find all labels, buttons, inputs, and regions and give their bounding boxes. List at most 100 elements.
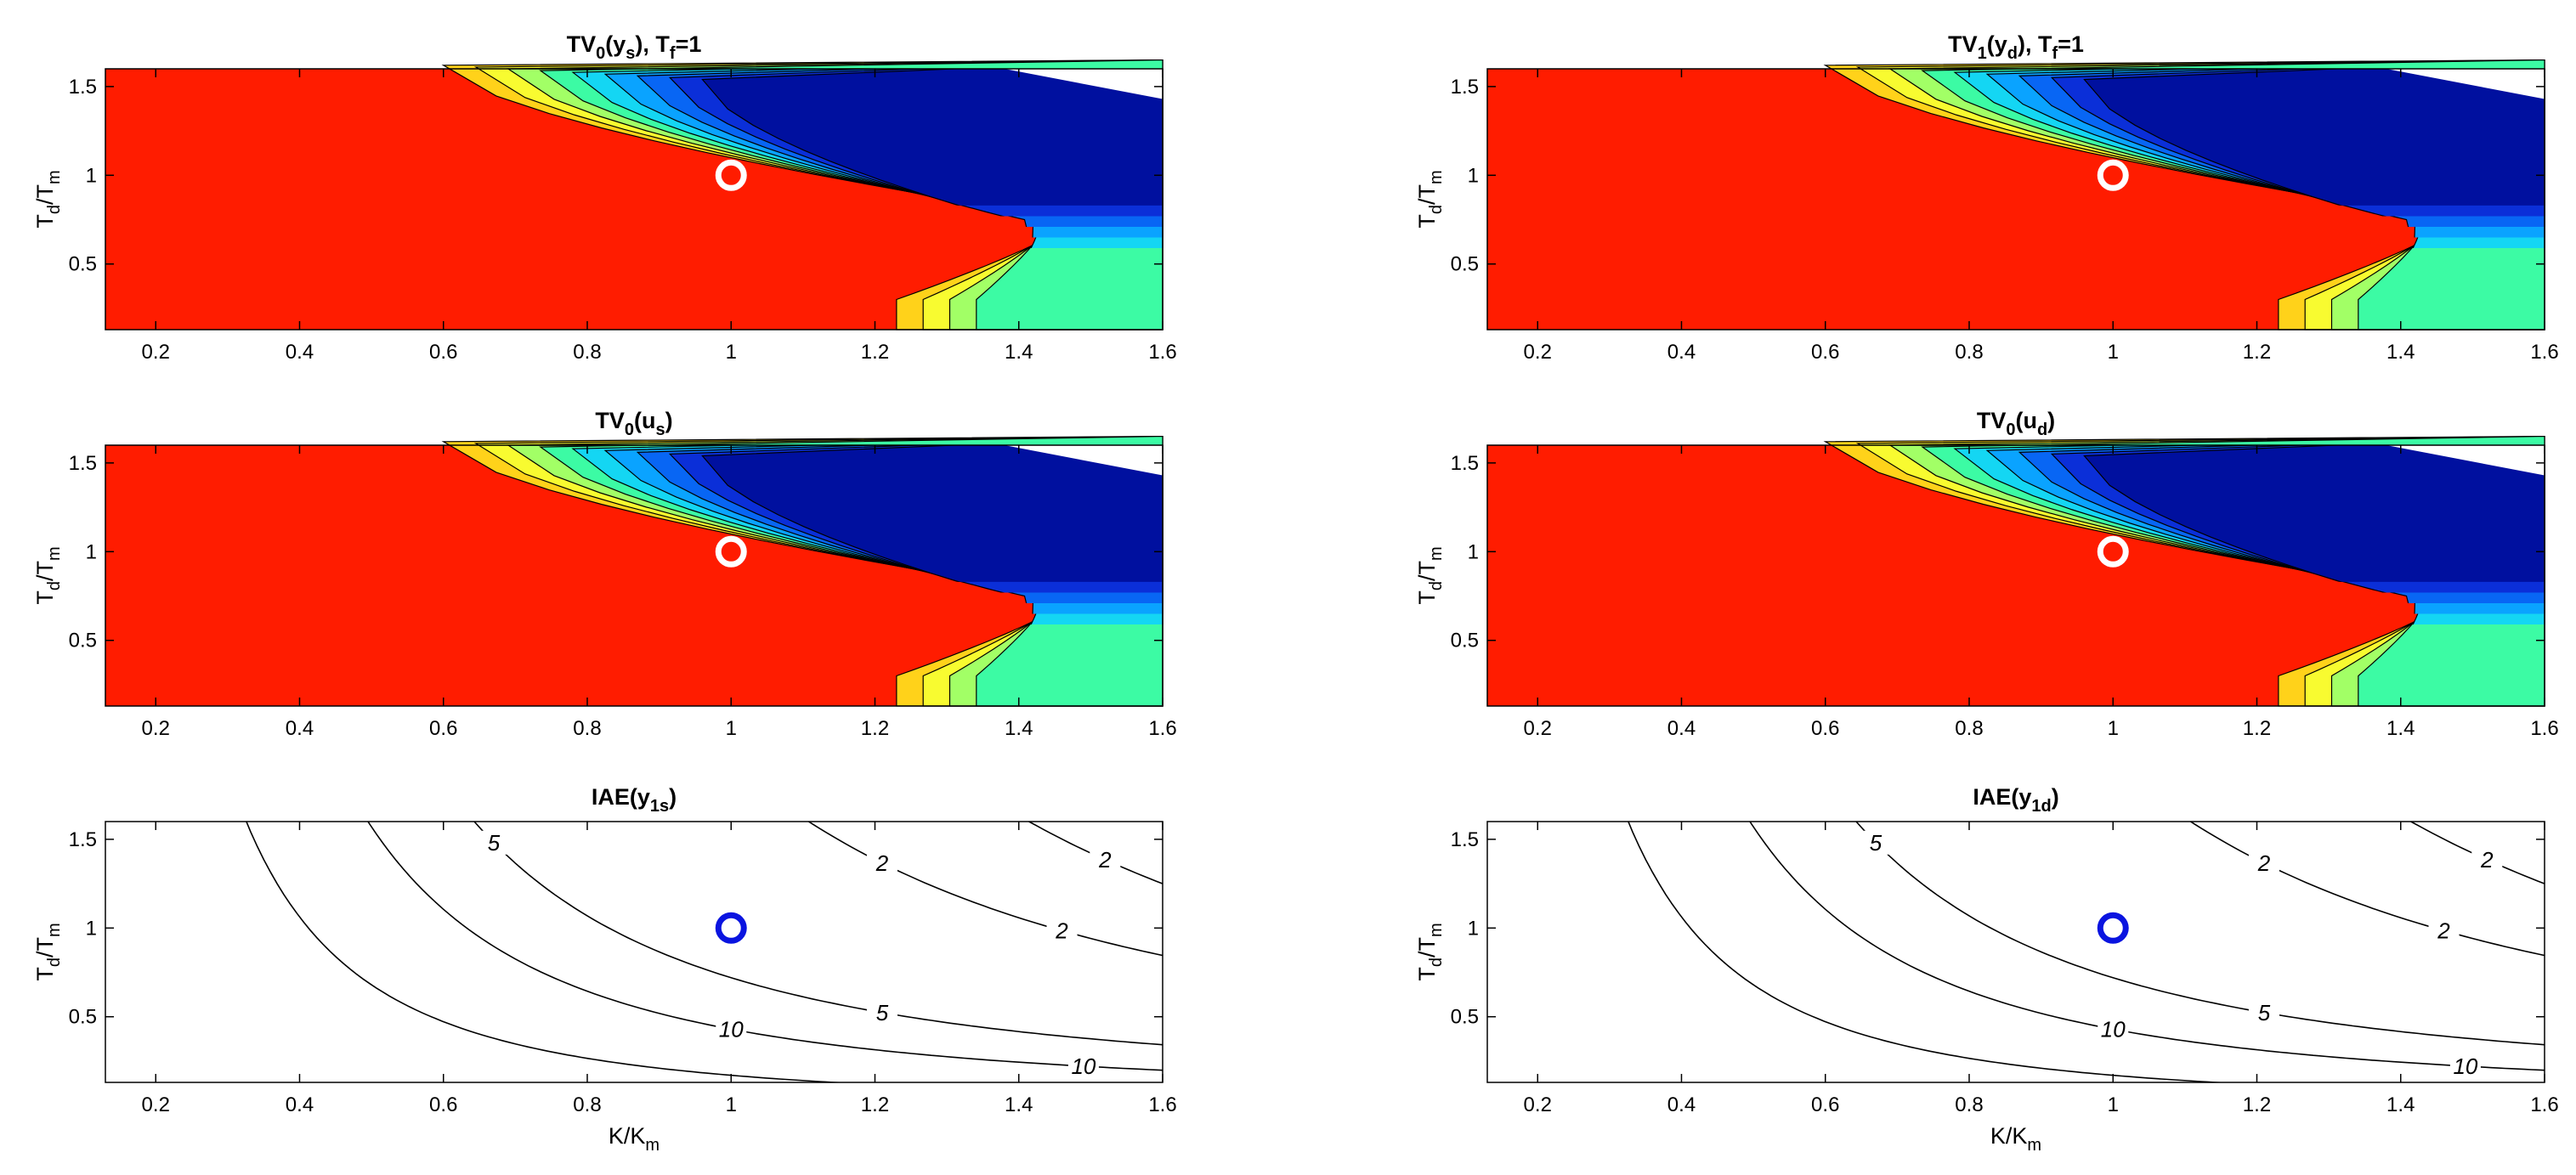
- x-tick-label: 0.2: [1524, 341, 1552, 364]
- contour-line: [1855, 822, 2545, 1046]
- y-tick-label: 1.5: [1451, 76, 1479, 99]
- y-axis-label-part: /T: [32, 184, 58, 205]
- subplot-title: TV1(yd), Tf=1: [1948, 31, 2084, 63]
- operating-point-marker: [715, 912, 747, 944]
- y-axis-label-part: /T: [32, 937, 58, 958]
- contour-band: [2083, 69, 2545, 206]
- subplot-title-part: 0: [625, 421, 634, 439]
- contour-band: [2083, 445, 2545, 582]
- subplot-title-part: ): [665, 408, 673, 433]
- x-tick-label: 1.4: [2386, 341, 2415, 364]
- contour-line: [1749, 822, 2545, 1071]
- subplot-title: TV0(ud): [1977, 408, 2055, 439]
- axes-frame: [105, 444, 1163, 707]
- y-tick-label: 1: [1468, 164, 1479, 187]
- x-tick-label: 1.6: [2530, 341, 2558, 364]
- subplot-title-part: IAE(y: [592, 784, 650, 810]
- x-tick-label: 1.2: [861, 341, 889, 364]
- y-axis-label-part: /T: [1414, 561, 1440, 581]
- x-tick-label: 1.4: [2386, 1093, 2415, 1116]
- y-axis-label: Td/Tm: [32, 546, 64, 604]
- operating-point-marker: [715, 535, 747, 568]
- x-tick-label: 1.6: [1148, 341, 1176, 364]
- x-tick-label: 0.8: [1955, 1093, 1983, 1116]
- subplot-title-part: d: [2037, 421, 2047, 439]
- contour-empty-region: [1004, 445, 1163, 476]
- y-tick-label: 1: [86, 540, 97, 563]
- subplot-4: 0.2 0.4 0.6 0.8 1 1.2 1.4 1.60.511.5TV0(ud)Td/T…: [1414, 408, 2559, 740]
- contour-label: 2: [2257, 850, 2271, 876]
- y-tick-label: 1: [86, 164, 97, 187]
- subplot-title: IAE(y1s): [592, 784, 677, 816]
- x-tick-label: 1: [726, 717, 737, 740]
- subplot-title-part: ): [2047, 408, 2055, 433]
- x-tick-label: 1: [2108, 341, 2119, 364]
- subplot-6: 10 10 5 5 2 2 2 0.2 0.4 0.6 0.8 1 1.2 1.4 1.6 0.5 1 1.5 IA…: [1414, 784, 2559, 1155]
- y-tick-label: 1.5: [69, 828, 97, 851]
- x-tick-label: 1: [2108, 1093, 2119, 1116]
- x-tick-label: 0.4: [286, 717, 314, 740]
- contour-label-bg: [1090, 847, 1121, 872]
- x-axis-label: K/Km: [609, 1123, 660, 1155]
- subplot-title-part: 1: [1978, 44, 1987, 63]
- y-tick-label: 0.5: [69, 253, 97, 276]
- y-tick-label: 1: [86, 917, 97, 940]
- y-axis-label-part: /T: [1414, 937, 1440, 958]
- contour-label: 2: [875, 850, 889, 876]
- y-tick-label: 1.5: [69, 76, 97, 99]
- x-tick-label: 1.4: [1005, 341, 1033, 364]
- contour-empty-region: [1004, 69, 1163, 99]
- y-axis-label: Td/Tm: [32, 923, 64, 980]
- y-axis-label-part: /T: [32, 561, 58, 581]
- y-axis-label-part: d: [1427, 581, 1446, 590]
- x-tick-label: 0.6: [429, 1093, 457, 1116]
- contour-label-bg: [1046, 918, 1078, 943]
- contour-line: [473, 822, 1163, 1046]
- y-axis-label-group: Td/Tm: [32, 923, 64, 980]
- x-tick-label: 0.8: [573, 341, 601, 364]
- contour-line: [246, 822, 847, 1082]
- contour-label: 10: [719, 1016, 744, 1042]
- y-tick-label: 0.5: [1451, 1006, 1479, 1029]
- subplot-title: TV0(us): [595, 408, 672, 439]
- contour-label-bg: [2471, 847, 2503, 872]
- subplot-title-part: =1: [676, 31, 702, 57]
- x-tick-label: 0.4: [1667, 717, 1696, 740]
- x-tick-label: 0.6: [429, 341, 457, 364]
- y-axis-label-part: m: [1427, 923, 1446, 937]
- y-axis-label-part: m: [45, 923, 64, 937]
- y-axis-label-part: T: [32, 214, 58, 229]
- operating-point-marker: [715, 159, 747, 191]
- x-tick-label: 0.6: [1811, 717, 1839, 740]
- operating-point-marker: [2097, 535, 2129, 568]
- y-axis-label: Td/Tm: [1414, 170, 1446, 228]
- y-tick-label: 1.5: [1451, 452, 1479, 475]
- y-tick-label: 1.5: [69, 452, 97, 475]
- subplot-3: 0.2 0.4 0.6 0.8 1 1.2 1.4 1.6 0.5 1 1.5 TV0(us) Td/T…: [32, 408, 1177, 740]
- contour-label-bg: [2248, 1000, 2279, 1025]
- x-tick-label: 0.2: [142, 1093, 170, 1116]
- contour-label: 10: [1071, 1054, 1096, 1079]
- y-axis-label-part: T: [32, 967, 58, 981]
- subplot-title-part: ), T: [635, 31, 670, 57]
- contour-label-bg: [866, 850, 897, 875]
- axes-frame: [1486, 821, 2545, 1083]
- x-tick-label: 1.2: [2243, 1093, 2271, 1116]
- y-axis-label-group: Td/Tm: [1414, 923, 1446, 980]
- x-tick-label: 1: [2108, 717, 2119, 740]
- x-tick-label: 0.6: [1811, 1093, 1839, 1116]
- contour-label-bg: [2449, 1054, 2481, 1078]
- subplot-title-part: ): [669, 784, 677, 810]
- x-tick-label: 1.6: [2530, 717, 2558, 740]
- contour-empty-region: [2386, 445, 2545, 476]
- contour-label-bg: [1860, 830, 1891, 855]
- x-tick-label: 1.6: [2530, 1093, 2558, 1116]
- x-tick-label: 0.2: [1524, 717, 1552, 740]
- x-tick-label: 1: [726, 341, 737, 364]
- subplot-1: 0.2 0.4 0.6 0.8 1 1.2 1.4 1.6 0.5 1 1.5 TV0(ys), Tf…: [32, 31, 1177, 364]
- x-tick-label: 0.8: [573, 1093, 601, 1116]
- contour-label: 5: [488, 830, 501, 856]
- subplot-title-part: 1s: [650, 797, 669, 816]
- contour-label-bg: [2098, 1017, 2129, 1042]
